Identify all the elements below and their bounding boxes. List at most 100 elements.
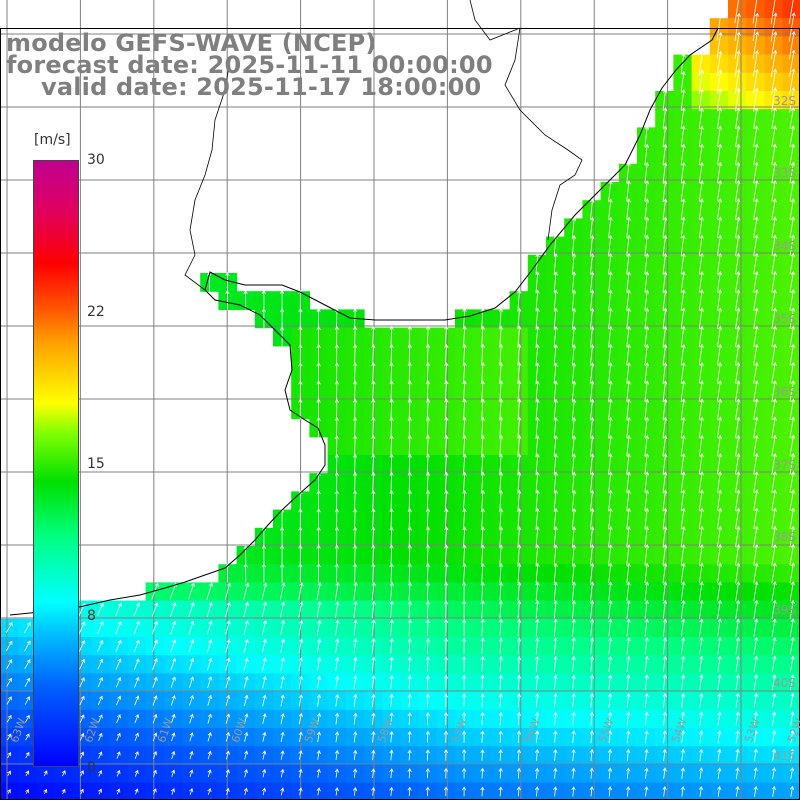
wind-arrow [771,107,777,129]
wind-arrow [480,398,485,420]
wind-arrow [353,600,358,618]
wind-arrow [753,234,759,257]
wind-arrow [553,767,558,779]
wind-arrow [680,525,686,548]
wind-arrow [371,731,376,743]
wind-arrow [626,562,631,584]
wind-arrow [280,601,286,618]
wind-arrow [517,325,522,348]
wind-arrow [571,380,577,402]
wind-arrow [206,601,213,617]
wind-arrow [444,471,449,493]
wind-arrow [335,638,340,654]
wind-arrow [444,398,449,420]
wind-arrow [116,751,121,759]
wind-arrow [371,416,376,438]
wind-arrow [480,767,485,779]
wind-arrow [535,674,540,690]
wind-arrow [590,307,595,329]
wind-arrow [517,526,522,547]
wind-arrow [553,730,558,744]
wind-arrow [516,674,522,690]
wind-arrow [352,508,358,529]
wind-arrow [407,508,412,529]
wind-arrow [152,769,157,777]
wind-arrow [443,730,449,743]
wind-arrow [334,344,339,365]
wind-arrow [735,525,741,548]
wind-arrow [480,380,485,402]
wind-arrow [698,289,704,311]
wind-arrow [206,620,213,635]
wind-arrow [789,636,795,655]
wind-arrow [389,637,394,654]
wind-arrow [771,271,777,293]
wind-arrow [498,489,504,511]
wind-arrow [753,618,759,637]
wind-arrow [626,453,631,475]
wind-arrow [626,180,631,202]
wind-arrow [261,290,267,310]
wind-arrow [189,787,194,795]
wind-arrow [389,693,394,707]
wind-arrow [680,161,686,184]
wind-cell [18,746,37,765]
wind-arrow [462,526,467,547]
wind-arrow [698,180,704,202]
wind-arrow [735,453,741,475]
wind-arrow [24,621,31,634]
wind-arrow [553,289,558,311]
wind-arrow [535,489,540,511]
wind-arrow [225,620,231,635]
wind-arrow [662,307,668,329]
wind-arrow [771,362,777,384]
wind-arrow [608,693,613,708]
wind-arrow [717,416,723,439]
wind-arrow [535,344,540,365]
wind-arrow [462,307,467,329]
country-border [469,0,521,41]
wind-arrow [407,600,413,619]
wind-arrow [753,252,759,275]
wind-arrow [789,198,796,220]
wind-arrow [717,674,722,691]
wind-arrow [626,435,631,457]
wind-arrow [717,398,723,420]
wind-arrow [371,344,376,365]
wind-arrow [590,416,595,438]
wind-arrow [571,453,577,475]
wind-arrow [590,362,595,384]
wind-arrow [352,416,358,438]
wind-arrow [753,380,759,402]
wind-arrow [753,180,759,202]
wind-arrow [116,695,122,706]
wind-arrow [389,675,394,690]
wind-arrow [662,489,668,511]
forecast-date: forecast date: 2025-11-11 00:00:00 [6,51,493,79]
wind-arrow [680,748,686,762]
wind-arrow [134,788,139,795]
wind-arrow [461,711,467,726]
lat-label: 36S [773,385,796,399]
model-title: modelo GEFS-WAVE (NCEP) [6,29,377,57]
wind-arrow [443,749,449,761]
wind-arrow [753,325,759,348]
wind-arrow [498,581,504,601]
wind-arrow [244,713,249,724]
wind-cell [0,691,19,711]
wind-arrow [407,544,412,565]
wind-arrow [498,656,503,672]
wind-arrow [480,618,485,637]
wind-arrow [771,68,778,95]
wind-arrow [662,289,668,311]
wind-arrow [608,362,613,384]
wind-arrow [680,618,686,637]
wind-arrow [590,289,595,311]
wind-arrow [589,693,595,708]
wind-arrow [735,655,741,673]
wind-arrow [644,398,650,420]
wind-arrow [589,637,595,655]
wind-arrow [571,489,577,511]
wind-arrow [43,788,48,795]
wind-arrow [480,600,485,619]
